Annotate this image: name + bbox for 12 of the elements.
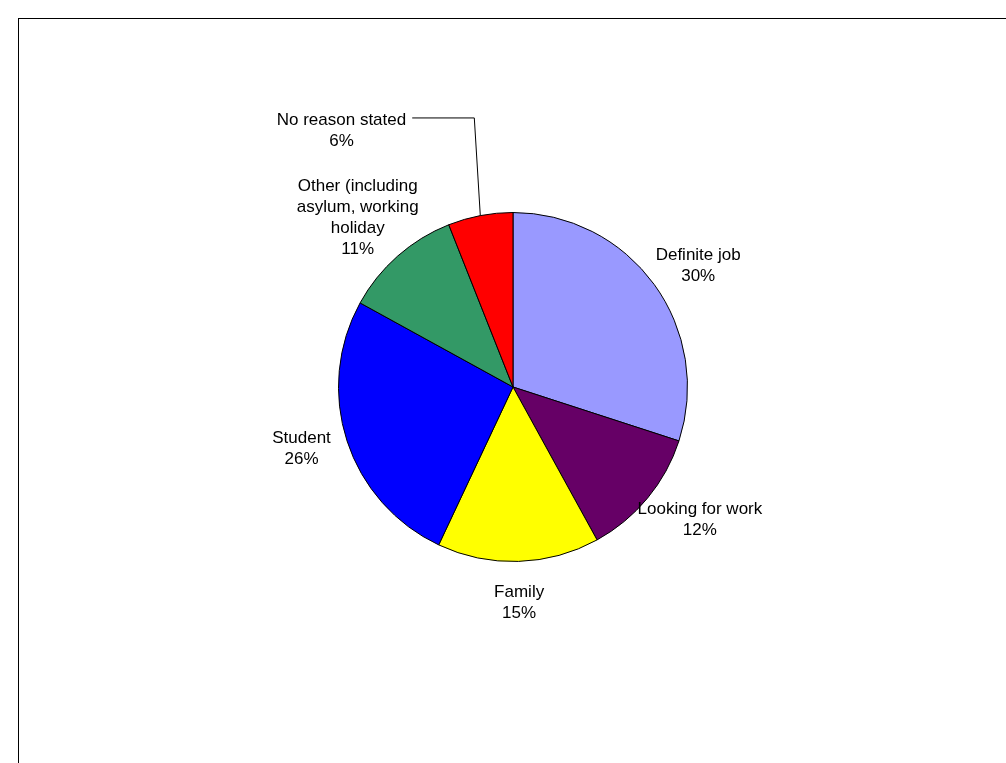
data-label: 15% [502, 602, 537, 622]
slice-label: Student [272, 428, 332, 448]
data-label: 30% [681, 265, 716, 285]
data-label: 6% [329, 131, 354, 151]
slice-label: No reason stated [276, 110, 407, 130]
data-label: 12% [682, 519, 717, 539]
data-label: 11% [341, 238, 375, 258]
slice-label: Looking for work [637, 498, 763, 518]
slice-label: Family [494, 581, 545, 601]
data-label: 26% [284, 449, 319, 469]
slice-label: Other (including asylum, working holiday [296, 175, 419, 237]
slice-label: Definite job [655, 244, 741, 264]
